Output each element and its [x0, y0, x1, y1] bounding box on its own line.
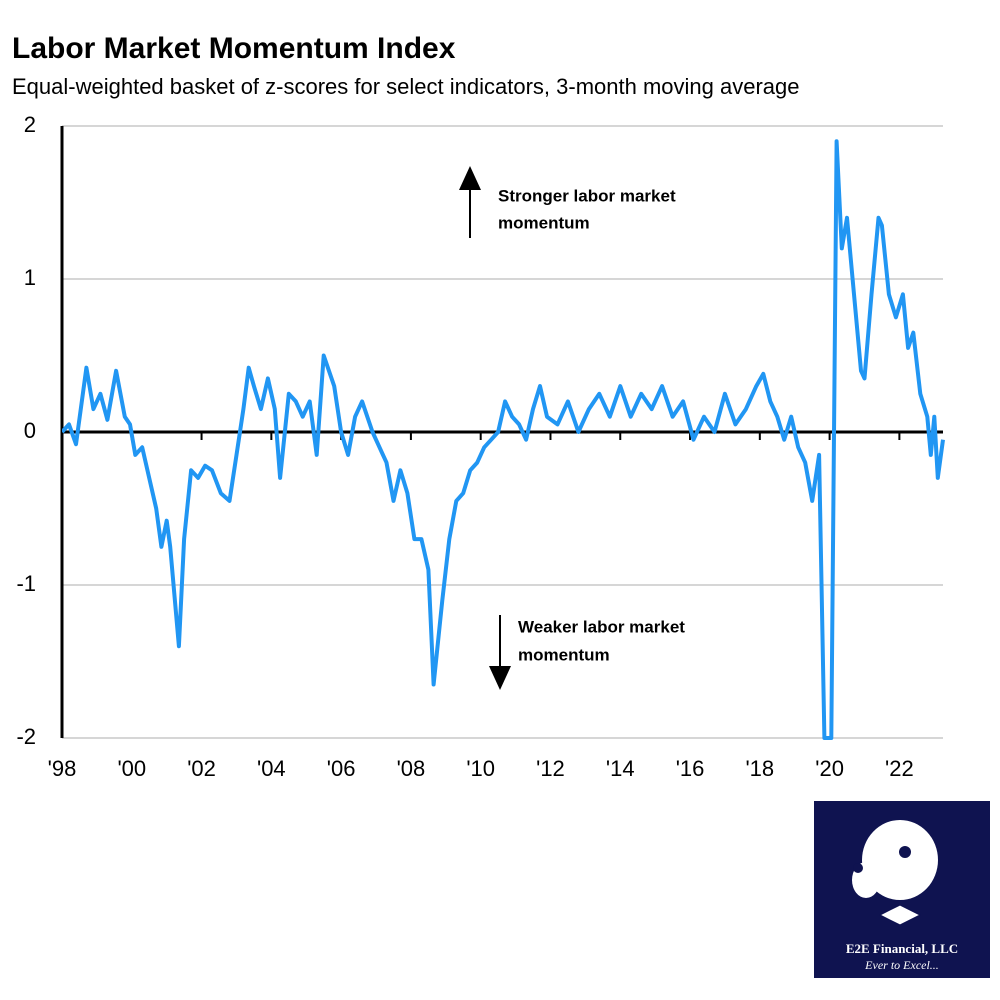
- annotation: Weaker labor market: [518, 617, 685, 636]
- chart-subtitle: Equal-weighted basket of z-scores for se…: [12, 74, 800, 99]
- logo-dog-bowtie: [878, 904, 922, 926]
- data-line: [62, 139, 945, 740]
- y-tick-label: -2: [16, 724, 36, 749]
- logo: E2E Financial, LLC Ever to Excel...: [814, 801, 990, 978]
- x-tick-label: '14: [606, 756, 635, 781]
- y-tick-label: 0: [24, 418, 36, 443]
- annotation: momentum: [498, 213, 590, 232]
- down-arrow-head: [489, 666, 511, 690]
- x-tick-label: '22: [885, 756, 914, 781]
- y-tick-label: 2: [24, 112, 36, 137]
- x-tick-label: '00: [117, 756, 146, 781]
- logo-dog-eye: [899, 846, 911, 858]
- plot: [62, 139, 945, 740]
- logo-name: E2E Financial, LLC: [846, 941, 958, 956]
- x-tick-label: '20: [815, 756, 844, 781]
- x-tick-label: '10: [466, 756, 495, 781]
- x-tick-label: '18: [745, 756, 774, 781]
- annotation: momentum: [518, 645, 610, 664]
- logo-dog-nose: [853, 863, 863, 873]
- x-tick-label: '16: [676, 756, 705, 781]
- x-tick-label: '98: [48, 756, 77, 781]
- up-arrow-head: [459, 166, 481, 190]
- annotation: Stronger labor market: [498, 186, 676, 205]
- x-tick-label: '12: [536, 756, 565, 781]
- x-tick-label: '04: [257, 756, 286, 781]
- y-tick-label: 1: [24, 265, 36, 290]
- x-tick-label: '08: [397, 756, 426, 781]
- logo-dog-head: [862, 820, 938, 900]
- x-tick-label: '02: [187, 756, 216, 781]
- logo-tagline: Ever to Excel...: [864, 958, 939, 972]
- x-tick-label: '06: [327, 756, 356, 781]
- chart-title: Labor Market Momentum Index: [12, 32, 456, 65]
- y-tick-label: -1: [16, 571, 36, 596]
- grid: -2 -1 0 1 2 '98 '00 '02 '04 '06 '08 '10 '12 '14 '16 '18…: [16, 112, 943, 781]
